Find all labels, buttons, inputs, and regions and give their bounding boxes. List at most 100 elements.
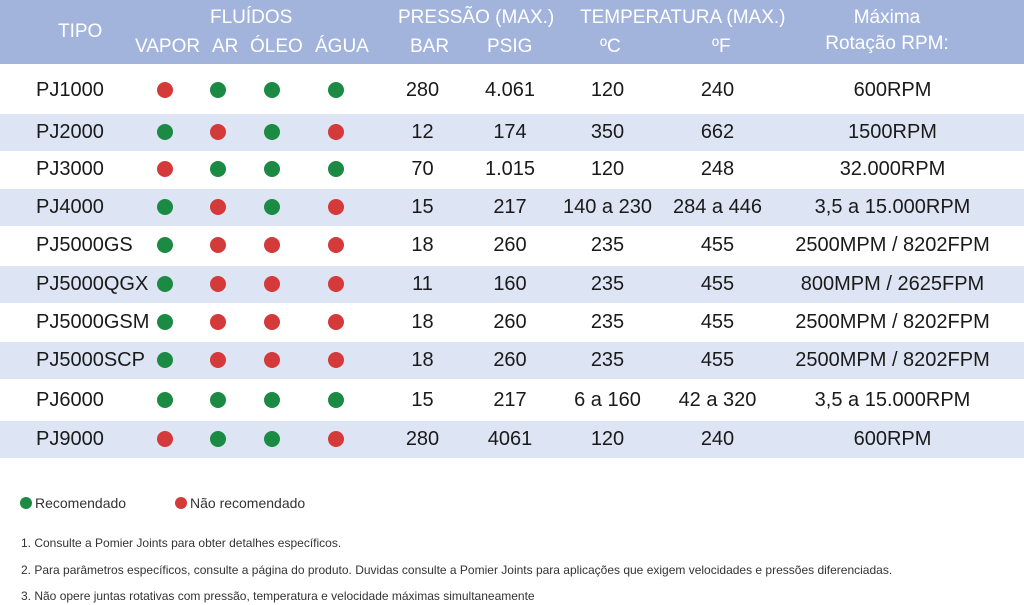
cell-f: 455 [700,349,735,371]
recommended-dot-icon [264,392,280,408]
cell-bar: 12 [411,121,434,143]
cell-c: 235 [590,311,625,333]
cell-rpm: 2500MPM / 8202FPM [795,311,990,333]
not-recommended-dot-icon [210,199,226,215]
cell-f: 284 a 446 [673,196,762,218]
legend-recommended: Recomendado [20,493,126,513]
recommended-dot-icon [328,392,344,408]
header-vapor: VAPOR [135,36,201,57]
red-dot-icon [175,497,187,509]
cell-bar: 280 [405,79,440,101]
cell-c: 120 [590,158,625,180]
header-tipo: TIPO [58,21,103,42]
legend-not-recommended: Não recomendado [175,493,305,513]
cell-c: 350 [590,121,625,143]
cell-tipo: PJ4000 [36,196,104,218]
cell-tipo: PJ6000 [36,389,104,411]
table-row: PJ5000QGX 11 160 235 455 800MPM / 2625FPM [0,266,1024,303]
header-agua: ÁGUA [315,36,369,57]
not-recommended-dot-icon [264,237,280,253]
header-rotacao-2: Rotação RPM: [825,33,949,54]
recommended-dot-icon [157,124,173,140]
cell-rpm: 2500MPM / 8202FPM [795,349,990,371]
not-recommended-dot-icon [210,237,226,253]
recommended-dot-icon [210,431,226,447]
not-recommended-dot-icon [328,199,344,215]
recommended-dot-icon [157,314,173,330]
header-rotacao-1: Máxima [853,7,921,28]
recommended-dot-icon [264,82,280,98]
recommended-dot-icon [264,199,280,215]
recommended-dot-icon [157,237,173,253]
table-row: PJ4000 15 217 140 a 230 284 a 446 3,5 a 15.00… [0,189,1024,226]
not-recommended-dot-icon [328,124,344,140]
cell-psig: 260 [493,349,527,371]
cell-rpm: 800MPM / 2625FPM [800,273,985,295]
cell-c: 235 [590,273,625,295]
cell-psig: 174 [493,121,527,143]
not-recommended-dot-icon [210,124,226,140]
not-recommended-dot-icon [328,276,344,292]
cell-psig: 4.061 [484,79,536,101]
table-row: PJ3000 70 1.015 120 248 32.000RPM [0,151,1024,188]
cell-psig: 260 [493,234,527,256]
cell-bar: 15 [411,196,434,218]
cell-f: 662 [700,121,735,143]
not-recommended-dot-icon [157,82,173,98]
header-fluidos: FLUÍDOS [210,7,293,28]
cell-c: 120 [590,428,625,450]
cell-c: 6 a 160 [574,389,641,411]
cell-psig: 4061 [487,428,533,450]
cell-f: 240 [700,428,735,450]
cell-f: 42 a 320 [678,389,757,411]
cell-rpm: 32.000RPM [839,158,946,180]
recommended-dot-icon [157,392,173,408]
table-row: PJ5000SCP 18 260 235 455 2500MPM / 8202FPM [0,342,1024,379]
table-row: PJ6000 15 217 6 a 160 42 a 320 3,5 a 15.000RP… [0,382,1024,419]
header-ar: AR [212,36,239,57]
not-recommended-dot-icon [264,314,280,330]
header-bar: BAR [410,36,450,57]
not-recommended-dot-icon [264,276,280,292]
cell-psig: 260 [493,311,527,333]
cell-bar: 18 [411,234,434,256]
cell-bar: 280 [405,428,440,450]
note-2: 2. Para parâmetros específicos, consulte… [21,563,893,577]
not-recommended-dot-icon [328,431,344,447]
cell-f: 455 [700,273,735,295]
cell-tipo: PJ1000 [36,79,104,101]
not-recommended-dot-icon [210,276,226,292]
cell-rpm: 600RPM [853,79,932,101]
cell-tipo: PJ5000SCP [36,349,145,371]
green-dot-icon [20,497,32,509]
cell-rpm: 1500RPM [848,121,937,143]
not-recommended-dot-icon [328,237,344,253]
cell-c: 235 [590,349,625,371]
cell-bar: 15 [411,389,434,411]
header-oleo: ÓLEO [250,36,303,57]
header-pressao: PRESSÃO (MAX.) [398,7,555,28]
table-row: PJ9000 280 4061 120 240 600RPM [0,421,1024,458]
cell-c: 120 [590,79,625,101]
cell-f: 248 [700,158,735,180]
recommended-dot-icon [328,82,344,98]
cell-psig: 1.015 [484,158,536,180]
header-temperatura: TEMPERATURA (MAX.) [580,7,786,28]
recommended-dot-icon [328,161,344,177]
not-recommended-dot-icon [210,352,226,368]
not-recommended-dot-icon [210,314,226,330]
table-header: TIPO FLUÍDOS VAPOR AR ÓLEO ÁGUA PRESSÃO … [0,0,1024,64]
not-recommended-dot-icon [328,352,344,368]
cell-tipo: PJ2000 [36,121,104,143]
cell-f: 240 [700,79,735,101]
cell-tipo: PJ5000GSM [36,311,150,333]
cell-tipo: PJ3000 [36,158,104,180]
cell-bar: 11 [412,273,433,295]
cell-rpm: 3,5 a 15.000RPM [814,196,971,218]
recommended-dot-icon [210,82,226,98]
cell-f: 455 [700,234,735,256]
cell-rpm: 3,5 a 15.000RPM [814,389,971,411]
recommended-dot-icon [264,161,280,177]
recommended-dot-icon [264,431,280,447]
recommended-dot-icon [210,161,226,177]
